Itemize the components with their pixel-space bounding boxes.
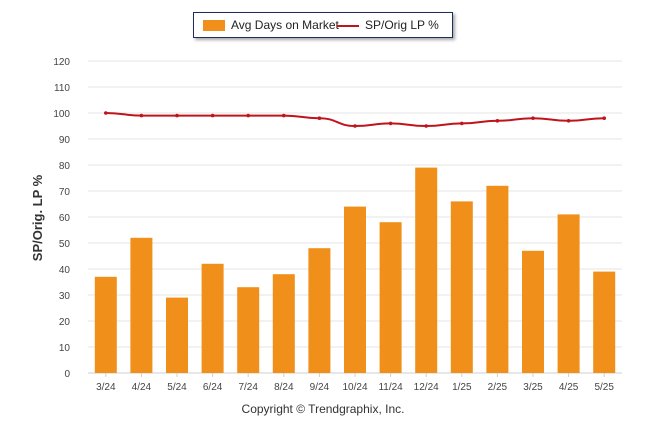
y-tick-label: 50 [59,239,71,250]
x-tick-label: 6/24 [203,382,223,393]
line-point-12/24[interactable] [424,124,429,128]
y-tick-label: 100 [53,109,70,120]
y-tick-label: 0 [64,369,70,380]
x-tick-labels: 3/24 4/24 5/24 6/24 7/24 8/24 9/24 10/24 11/24 12… [96,373,614,393]
line-point-5/24[interactable] [175,113,179,118]
line-point-1/25[interactable] [460,121,464,126]
x-tick-label: 4/25 [559,382,579,393]
bar-9/24[interactable] [308,248,331,373]
bar-5/24[interactable] [166,297,188,373]
line-point-7/24[interactable] [246,113,250,118]
line-point-2/25[interactable] [495,119,500,123]
bar-5/25[interactable] [593,271,616,373]
y-tick-label: 110 [54,83,70,94]
y-tick-label: 40 [59,265,71,276]
legend-line-swatch [337,25,359,27]
x-tick-label: 5/24 [167,382,187,393]
bar-10/24[interactable] [344,206,366,373]
bar-3/25[interactable] [522,250,544,373]
x-tick-label: 4/24 [132,382,152,393]
x-tick-label: 1/25 [452,382,472,393]
sp-orig-lp-line [105,112,605,128]
line-point-11/24[interactable] [388,121,393,126]
x-tick-label: 3/24 [96,382,116,393]
x-tick-label: 7/24 [238,382,258,393]
y-axis-label: SP/Orig. LP % [30,174,45,261]
x-tick-label: 11/24 [378,382,403,393]
y-tick-label: 80 [59,161,71,172]
bar-7/24[interactable] [237,287,260,373]
x-tick-label: 9/24 [310,382,330,393]
line-point-6/24[interactable] [210,113,215,118]
line-series [104,111,606,128]
y-tick-label: 30 [59,291,71,302]
y-tick-label: 10 [59,343,71,354]
bar-12/24[interactable] [415,167,438,373]
bar-4/25[interactable] [557,214,580,373]
copyright-footer: Copyright © Trendgraphix, Inc. [241,402,405,416]
legend-bar-swatch [203,20,225,31]
y-tick-label: 90 [59,135,71,146]
line-point-3/25[interactable] [531,116,535,120]
legend-bar-label: Avg Days on Market [231,18,339,32]
line-point-5/25[interactable] [602,116,606,120]
bar-series [94,167,616,373]
y-tick-labels: 0 10 20 30 40 50 60 70 80 90 100 110 120 [53,57,70,380]
bar-2/25[interactable] [486,185,509,373]
x-tick-label: 5/25 [594,382,614,393]
line-point-10/24[interactable] [353,124,357,128]
bar-6/24[interactable] [201,263,224,373]
bar-1/25[interactable] [450,201,473,373]
x-tick-label: 2/25 [488,382,508,393]
line-point-4/25[interactable] [566,119,571,123]
legend-line-label: SP/Orig LP % [365,18,439,32]
y-tick-label: 20 [59,317,71,328]
bar-4/24[interactable] [130,237,153,373]
x-tick-label: 12/24 [414,382,439,393]
y-tick-label: 120 [53,57,70,68]
x-tick-label: 10/24 [342,382,367,393]
y-tick-label: 70 [59,187,71,198]
bar-3/24[interactable] [94,276,117,373]
y-tick-label: 60 [59,213,71,224]
x-tick-label: 8/24 [274,382,294,393]
legend: Avg Days on Market SP/Orig LP % [193,12,453,38]
x-tick-label: 3/25 [523,382,543,393]
line-point-3/24[interactable] [104,111,108,115]
bar-11/24[interactable] [379,222,402,373]
bar-8/24[interactable] [272,274,295,373]
line-point-8/24[interactable] [282,113,286,118]
line-point-9/24[interactable] [317,116,322,120]
line-point-4/24[interactable] [139,113,144,118]
